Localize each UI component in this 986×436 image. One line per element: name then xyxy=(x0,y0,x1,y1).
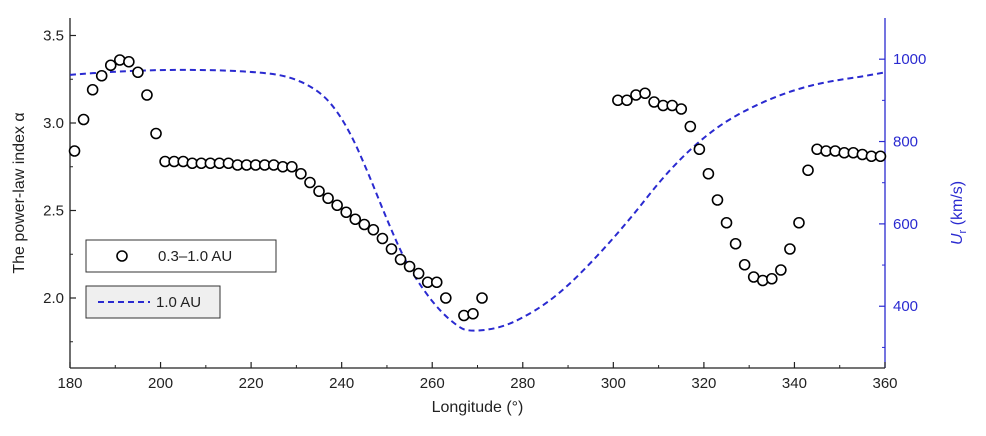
y-axis-title-right-sub: r xyxy=(957,229,969,233)
y-ticks-right: 400 600 800 1000 xyxy=(879,51,926,348)
data-point xyxy=(639,87,651,100)
y-axis-title-right-unit: (km/s) xyxy=(949,181,966,230)
data-point xyxy=(847,146,860,159)
data-point xyxy=(267,159,280,171)
data-point xyxy=(738,258,751,271)
data-point xyxy=(132,66,144,79)
legend-label-0-3-1-0au: 0.3–1.0 AU xyxy=(158,248,232,265)
y-right-tick-label: 800 xyxy=(893,134,918,151)
data-point xyxy=(440,292,452,304)
y-axis-title-right: Ur (km/s) xyxy=(949,181,969,245)
x-tick-label: 240 xyxy=(329,375,354,392)
data-point xyxy=(376,232,389,245)
data-point xyxy=(340,206,352,219)
data-point xyxy=(77,113,90,126)
series-0-3-1-0au-points xyxy=(68,54,887,322)
series-line-path-1au xyxy=(69,68,886,332)
data-point xyxy=(403,260,416,273)
data-point xyxy=(114,54,126,66)
data-point xyxy=(766,272,778,285)
data-point xyxy=(123,55,135,68)
data-point xyxy=(811,143,823,156)
data-point xyxy=(430,276,443,289)
y-tick-label: 2.5 xyxy=(43,203,64,220)
data-point xyxy=(304,176,316,189)
y-right-tick-label: 1000 xyxy=(893,51,926,68)
data-point xyxy=(675,103,688,115)
data-point xyxy=(95,69,108,82)
data-point xyxy=(295,167,307,180)
data-point xyxy=(467,307,479,320)
x-tick-label: 200 xyxy=(148,375,173,392)
legend-label-1au: 1.0 AU xyxy=(156,294,201,311)
y-axis-title-right-main: U xyxy=(949,233,966,245)
x-axis-title: Longitude (°) xyxy=(432,399,524,416)
data-point xyxy=(222,157,235,170)
data-point xyxy=(349,213,362,226)
data-point xyxy=(313,185,325,198)
y-right-tick-label: 400 xyxy=(893,298,918,315)
data-point xyxy=(394,253,407,266)
x-tick-label: 340 xyxy=(782,375,807,392)
y-tick-label: 3.0 xyxy=(43,115,64,132)
data-point xyxy=(476,292,488,304)
x-tick-label: 260 xyxy=(420,375,445,392)
data-point xyxy=(367,223,380,236)
data-point xyxy=(385,243,398,255)
x-tick-label: 360 xyxy=(872,375,897,392)
plot-area: 180 200 220 240 260 280 300 320 340 360 2.0 2.5 3.0… xyxy=(43,18,926,392)
data-point xyxy=(412,267,425,280)
y-tick-label: 3.5 xyxy=(43,28,64,45)
x-tick-label: 300 xyxy=(601,375,626,392)
legend-entry-0-3-1-0au: 0.3–1.0 AU xyxy=(85,239,277,273)
x-tick-label: 320 xyxy=(691,375,716,392)
data-point xyxy=(630,89,642,101)
data-point xyxy=(693,143,706,156)
data-point xyxy=(711,194,724,206)
data-point xyxy=(86,83,99,96)
y-tick-label: 2.0 xyxy=(43,290,64,307)
y-right-tick-label: 600 xyxy=(893,216,918,233)
data-point xyxy=(802,164,814,177)
x-tick-label: 180 xyxy=(57,375,82,392)
legend-marker-open-circle xyxy=(116,250,128,262)
data-point xyxy=(322,192,334,205)
data-point xyxy=(286,160,298,173)
data-point xyxy=(684,120,697,133)
data-point xyxy=(720,216,733,229)
data-point xyxy=(104,59,117,72)
x-ticks: 180 200 220 240 260 280 300 320 340 360 xyxy=(57,362,898,392)
data-point xyxy=(793,216,805,229)
data-point xyxy=(150,127,162,140)
data-point xyxy=(702,167,715,180)
data-point xyxy=(756,274,769,287)
data-point xyxy=(358,218,371,231)
data-point xyxy=(729,237,742,250)
data-point xyxy=(775,264,787,276)
data-point xyxy=(177,155,189,168)
data-point xyxy=(784,243,796,255)
series-1au-line xyxy=(69,68,886,332)
x-tick-label: 220 xyxy=(239,375,264,392)
data-point xyxy=(68,145,81,157)
y-axis-title-left: The power-law index α xyxy=(11,112,28,273)
data-point xyxy=(331,199,343,212)
data-point xyxy=(141,89,153,101)
x-tick-label: 280 xyxy=(510,375,535,392)
data-point xyxy=(829,145,841,157)
y-ticks-left: 2.0 2.5 3.0 3.5 xyxy=(43,28,76,343)
data-point xyxy=(874,150,887,163)
data-point xyxy=(856,148,869,161)
data-point xyxy=(458,309,470,322)
legend-entry-1au: 1.0 AU xyxy=(85,285,221,319)
data-point xyxy=(621,94,633,107)
